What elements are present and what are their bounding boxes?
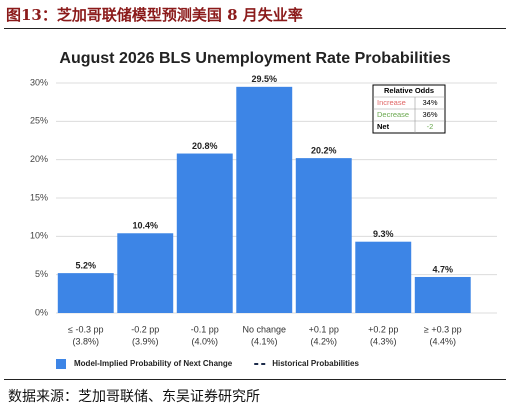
odds-value: 36% — [422, 110, 437, 119]
y-tick-label: 5% — [35, 269, 48, 279]
legend-label: Historical Probabilities — [272, 359, 359, 368]
bar — [176, 153, 233, 313]
y-tick-label: 25% — [30, 116, 48, 126]
chart-title: August 2026 BLS Unemployment Rate Probab… — [59, 50, 450, 67]
odds-label: Increase — [377, 98, 406, 107]
data-label: 29.5% — [251, 74, 277, 84]
legend-swatch — [56, 359, 66, 369]
data-label: 4.7% — [432, 264, 453, 274]
x-tick-label: ≥ +0.3 pp — [424, 324, 462, 334]
bar — [414, 276, 471, 313]
odds-title: Relative Odds — [384, 86, 434, 95]
figure-title: 图13：芝加哥联储模型预测美国 8 月失业率 — [6, 6, 303, 24]
x-tick-label: -0.2 pp — [131, 324, 159, 334]
x-tick-note: (4.3%) — [370, 336, 397, 346]
x-tick-note: (4.2%) — [310, 336, 337, 346]
y-tick-label: 30% — [30, 77, 48, 87]
odds-label: Net — [377, 122, 390, 131]
odds-value: 34% — [422, 98, 437, 107]
rule — [4, 379, 506, 380]
bar — [295, 158, 352, 313]
data-label: 20.2% — [311, 146, 337, 156]
legend-label: Model-Implied Probability of Next Change — [74, 359, 233, 368]
y-tick-label: 0% — [35, 307, 48, 317]
chart: August 2026 BLS Unemployment Rate Probab… — [30, 50, 497, 369]
y-tick-label: 20% — [30, 154, 48, 164]
x-tick-label: ≤ -0.3 pp — [68, 324, 103, 334]
x-tick-label: +0.1 pp — [309, 324, 339, 334]
x-tick-note: (4.1%) — [251, 336, 278, 346]
source: 数据来源：芝加哥联储、东吴证券研究所 — [8, 389, 260, 405]
x-tick-note: (3.8%) — [72, 336, 99, 346]
odds-label: Decrease — [377, 110, 409, 119]
x-tick-label: No change — [242, 324, 286, 334]
x-tick-label: -0.1 pp — [191, 324, 219, 334]
data-label: 5.2% — [75, 261, 96, 271]
data-label: 20.8% — [192, 141, 218, 151]
y-tick-label: 15% — [30, 192, 48, 202]
odds-value: -2 — [427, 122, 434, 131]
x-tick-note: (4.0%) — [191, 336, 218, 346]
data-label: 10.4% — [132, 221, 158, 231]
rule — [4, 28, 506, 29]
bar — [117, 233, 174, 313]
x-tick-note: (4.4%) — [429, 336, 456, 346]
bar — [236, 86, 293, 313]
x-tick-label: +0.2 pp — [368, 324, 398, 334]
data-label: 9.3% — [373, 229, 394, 239]
y-tick-label: 10% — [30, 231, 48, 241]
bar — [57, 273, 114, 313]
bar — [355, 241, 412, 313]
x-tick-note: (3.9%) — [132, 336, 159, 346]
